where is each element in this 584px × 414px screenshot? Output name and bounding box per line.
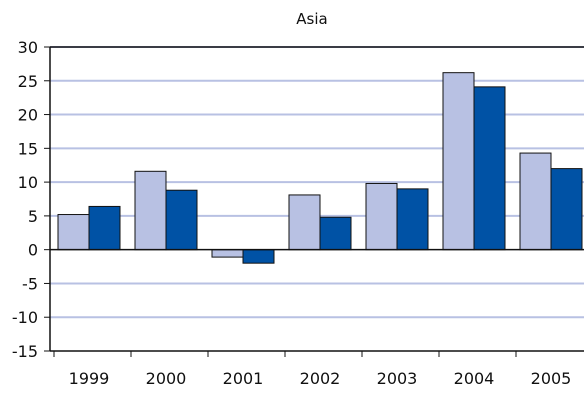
bar-2002-series-1 — [288, 194, 321, 251]
y-tick-label: -5 — [22, 274, 38, 293]
y-tick-label: -10 — [12, 308, 38, 327]
y-tick-label: 5 — [28, 207, 38, 226]
x-tick-label: 2005 — [531, 369, 572, 388]
x-tick-label: 2004 — [454, 369, 495, 388]
bar-2000-series-2 — [165, 189, 198, 251]
bar-2004-series-1 — [442, 72, 475, 251]
bar-2000-series-1 — [134, 170, 167, 251]
y-tick-label: 0 — [28, 241, 38, 260]
bar-2004-series-2 — [473, 86, 506, 251]
bar-2002-series-2 — [319, 216, 352, 251]
bar-2001-series-1 — [211, 249, 244, 258]
y-tick-label: 20 — [18, 106, 38, 125]
bar-2005-series-2 — [550, 168, 583, 251]
bar-2003-series-1 — [365, 182, 398, 251]
y-tick-label: -15 — [12, 342, 38, 361]
bar-1999-series-1 — [57, 214, 90, 251]
chart-title: Asia — [296, 10, 327, 28]
x-tick-label: 2003 — [377, 369, 418, 388]
y-tick-labels: -15 -10 -5 0 5 10 15 20 25 30 — [12, 38, 38, 361]
bars — [57, 72, 583, 264]
bar-2001-series-2 — [242, 249, 275, 264]
y-tick-label: 25 — [18, 72, 38, 91]
x-tick-label: 2002 — [300, 369, 341, 388]
y-tick-label: 10 — [18, 173, 38, 192]
x-tick-label: 2000 — [146, 369, 187, 388]
x-tick-label: 1999 — [69, 369, 110, 388]
axes — [44, 46, 584, 357]
y-tick-label: 30 — [18, 38, 38, 57]
y-tick-label: 15 — [18, 139, 38, 158]
bar-1999-series-2 — [88, 205, 121, 251]
bar-2003-series-2 — [396, 188, 429, 251]
x-tick-labels: 1999 2000 2001 2002 2003 2004 2005 — [69, 369, 572, 388]
bar-2005-series-1 — [519, 152, 552, 251]
x-tick-label: 2001 — [223, 369, 264, 388]
